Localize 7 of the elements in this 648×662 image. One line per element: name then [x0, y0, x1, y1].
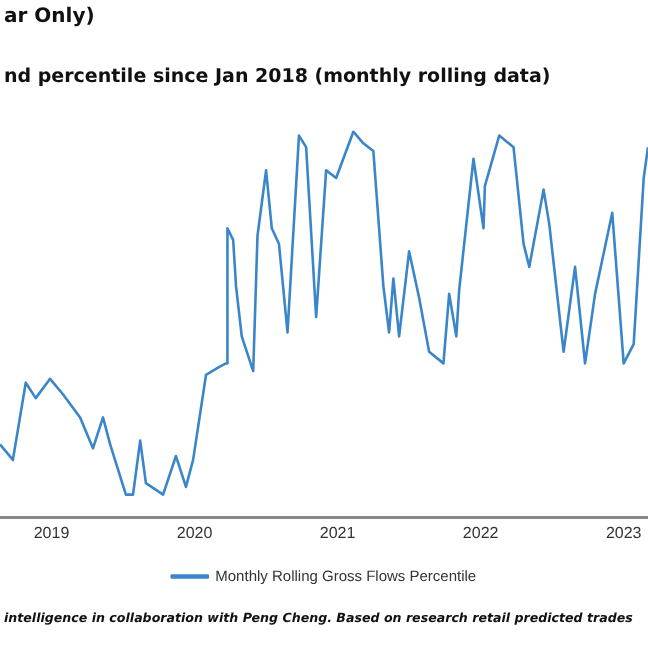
- x-tick-label: 2023: [605, 523, 643, 542]
- x-tick-label: 2021: [319, 523, 357, 542]
- x-tick-label: 2020: [176, 523, 214, 542]
- chart-subtitle: nd percentile since Jan 2018 (monthly rolling data): [4, 66, 551, 88]
- x-tick-label: 2022: [462, 523, 500, 542]
- x-tick-label: 2019: [33, 523, 71, 542]
- chart-title: ar Only): [4, 6, 95, 28]
